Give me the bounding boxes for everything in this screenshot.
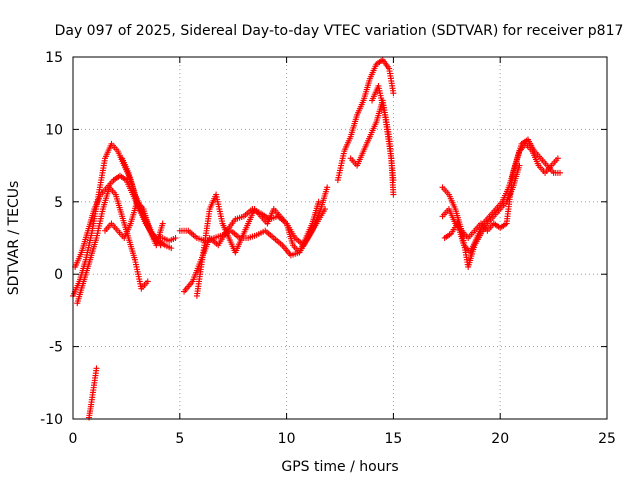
data-point xyxy=(144,278,151,285)
y-axis-label: SDTVAR / TECUs xyxy=(6,181,22,296)
data-point xyxy=(172,235,179,241)
x-tick-label: 0 xyxy=(69,431,78,447)
series-track-e xyxy=(119,155,164,249)
y-tick-label: 0 xyxy=(54,267,63,283)
data-point xyxy=(159,220,166,227)
series-track-j xyxy=(334,56,397,184)
data-point xyxy=(324,184,331,191)
data-point xyxy=(516,162,523,169)
y-tick-label: -5 xyxy=(49,340,63,356)
y-tick-label: 10 xyxy=(45,122,63,138)
data-points xyxy=(70,56,564,421)
plot-frame xyxy=(72,56,608,420)
data-point xyxy=(168,245,175,252)
x-tick-label: 10 xyxy=(278,431,296,447)
data-point xyxy=(554,155,561,162)
series-track-i xyxy=(193,191,322,299)
data-point xyxy=(315,198,322,205)
tick-labels: 0 5 10 15 20 25 -10 -5 0 5 10 15 xyxy=(40,50,616,447)
series-track-f xyxy=(86,365,100,421)
y-tick-label: -10 xyxy=(40,412,63,428)
axis-ticks xyxy=(72,56,608,420)
series-track-o xyxy=(439,162,523,270)
x-tick-label: 25 xyxy=(598,431,616,447)
y-tick-label: 5 xyxy=(54,195,63,211)
data-point xyxy=(557,169,564,176)
data-point xyxy=(157,242,164,249)
x-tick-label: 20 xyxy=(491,431,509,447)
x-tick-label: 5 xyxy=(175,431,184,447)
series-track-c xyxy=(74,184,151,307)
y-tick-label: 15 xyxy=(45,50,63,66)
data-point xyxy=(93,365,100,372)
series-track-n xyxy=(441,136,564,256)
x-axis-label: GPS time / hours xyxy=(281,459,398,475)
chart-title: Day 097 of 2025, Sidereal Day-to-day VTE… xyxy=(55,23,624,39)
data-point xyxy=(390,90,397,97)
x-tick-label: 15 xyxy=(384,431,402,447)
data-point xyxy=(390,191,397,198)
series-track-l xyxy=(369,82,397,198)
grid-lines xyxy=(73,57,607,419)
